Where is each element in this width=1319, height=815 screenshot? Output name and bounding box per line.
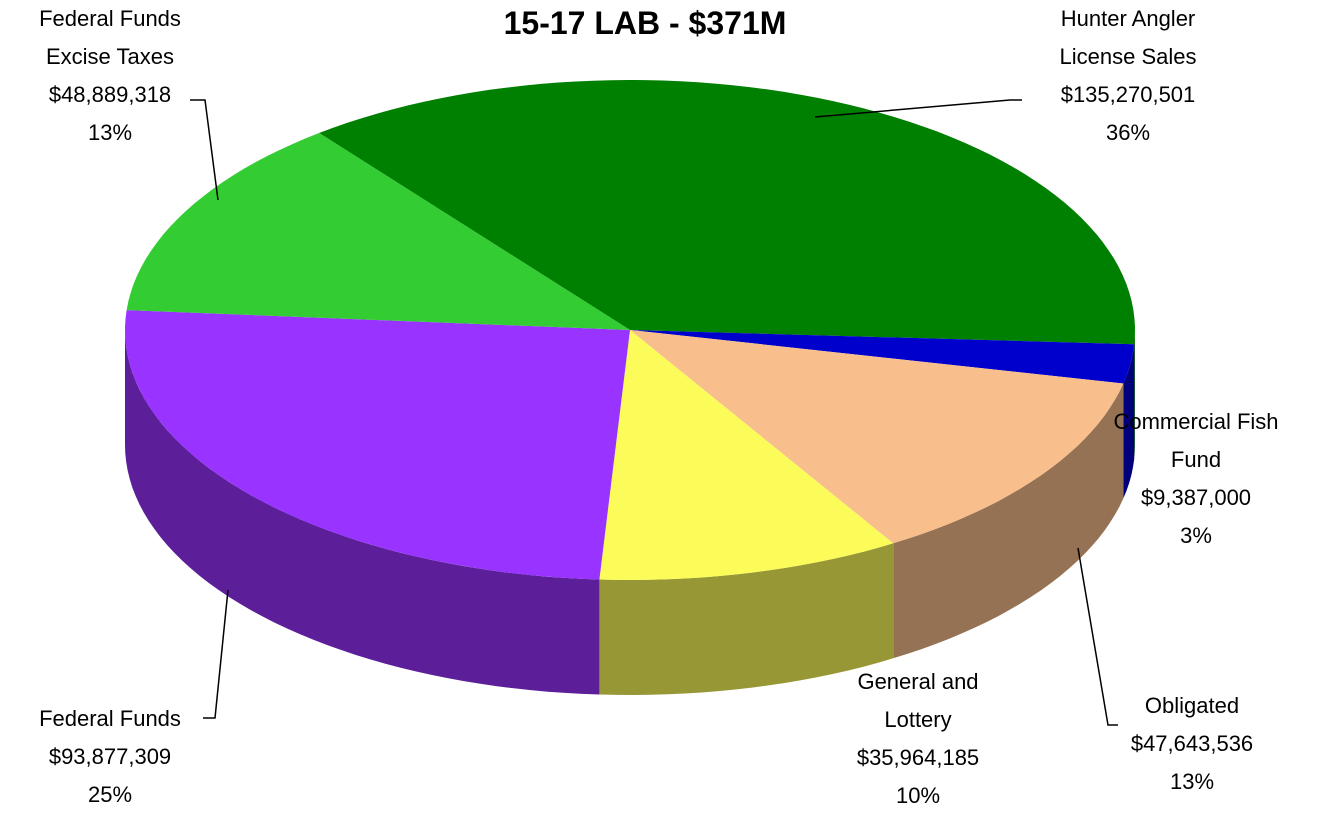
pie-side [1134, 330, 1135, 460]
slice-label: Federal Funds $93,877,309 25% [10, 700, 210, 814]
slice-name: Federal Funds Excise Taxes [39, 6, 181, 69]
slice-value: $93,877,309 [48, 744, 172, 769]
pie-slice [630, 330, 1124, 544]
slice-name: Obligated [1144, 693, 1240, 718]
slice-name: Hunter Angler License Sales [1059, 6, 1197, 69]
slice-value: $48,889,318 [48, 82, 172, 107]
slice-label: Obligated $47,643,536 13% [1092, 687, 1292, 801]
slice-value: $47,643,536 [1130, 731, 1254, 756]
slice-percent: 25% [87, 782, 133, 807]
pie-slice [630, 330, 1135, 384]
slice-name: Commercial Fish Fund [1113, 409, 1279, 472]
leader-line [814, 99, 1022, 118]
pie-slice [319, 80, 1136, 345]
pie-slice [126, 133, 630, 330]
leader-line [1077, 547, 1118, 726]
chart-title: 15-17 LAB - $371M [504, 5, 787, 41]
slice-name: Federal Funds [39, 706, 181, 731]
slice-percent: 3% [1180, 523, 1212, 548]
slice-label: General and Lottery $35,964,185 10% [838, 663, 998, 815]
slice-label: Hunter Angler License Sales $135,270,501 3… [1028, 0, 1228, 152]
pie-side [599, 543, 894, 695]
pie-slice [599, 330, 894, 580]
slice-name: General and Lottery [857, 669, 979, 732]
slice-value: $35,964,185 [856, 745, 980, 770]
leader-lines [190, 99, 1118, 726]
pie-side [1123, 344, 1135, 499]
slice-percent: 36% [1105, 120, 1151, 145]
pie-side [125, 330, 600, 695]
slice-label: Federal Funds Excise Taxes $48,889,318 13% [10, 0, 210, 152]
pie [125, 80, 1136, 695]
leader-line [203, 589, 229, 719]
pie-side [893, 383, 1124, 659]
slice-label: Commercial Fish Fund $9,387,000 3% [1096, 403, 1296, 555]
slice-value: $135,270,501 [1060, 82, 1196, 107]
slice-percent: 13% [87, 120, 133, 145]
leader-line [190, 99, 219, 201]
slice-percent: 13% [1169, 769, 1215, 794]
slice-value: $9,387,000 [1140, 485, 1252, 510]
slice-percent: 10% [895, 783, 941, 808]
pie-slice [125, 310, 630, 580]
